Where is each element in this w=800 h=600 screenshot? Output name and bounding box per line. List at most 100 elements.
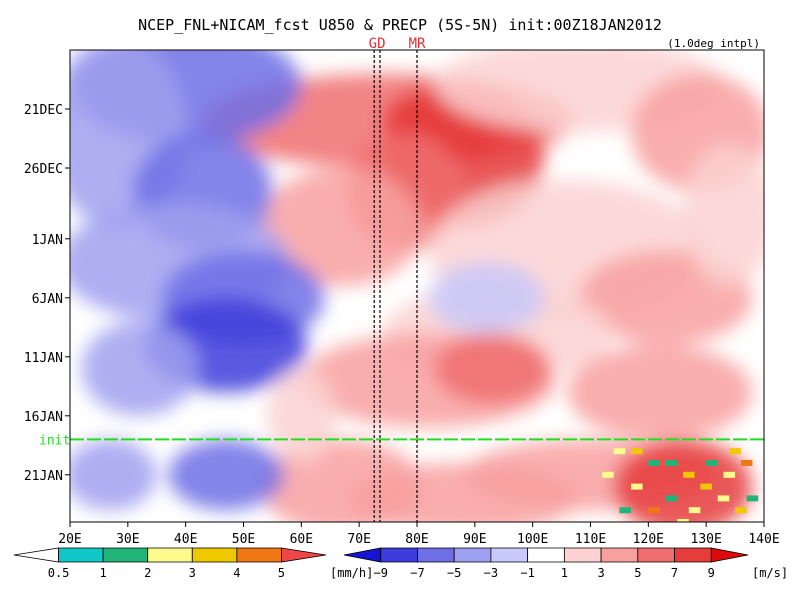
y-tick-label: 26DEC <box>24 162 63 177</box>
y-axis: 21DEC 26DEC 1JAN 6JAN 11JAN 16JAN 21JAN <box>24 103 70 484</box>
y-tick-label: 1JAN <box>32 233 63 248</box>
chart-title: NCEP_FNL+NICAM_fcst U850 & PRECP (5S-5N)… <box>138 16 662 34</box>
colorbar-label: 7 <box>671 566 678 580</box>
precip-cell <box>665 460 678 466</box>
precip-cell <box>688 507 701 514</box>
x-tick-label: 60E <box>290 532 313 547</box>
x-tick-label: 100E <box>517 532 548 547</box>
colorbar-bin <box>674 547 712 563</box>
y-tick-label: 11JAN <box>24 351 63 366</box>
colorbar-bin <box>13 547 59 563</box>
precip-cell <box>613 448 626 455</box>
colorbar-label: 2 <box>144 566 151 580</box>
colorbar-bin <box>191 547 238 563</box>
precip-field <box>602 448 759 522</box>
colorbar-bin <box>527 547 565 563</box>
precip-cell <box>619 507 631 514</box>
x-tick-label: 30E <box>116 532 139 547</box>
u850-anomaly-blob <box>434 333 551 404</box>
x-tick-label: 130E <box>691 532 722 547</box>
colorbar-label: 5 <box>278 566 285 580</box>
init-label: init <box>39 433 70 448</box>
colorbar-bin <box>637 547 675 563</box>
overlays: init GD MR <box>39 36 764 522</box>
precip-colorbar: 0.5 1 2 3 4 5 [mm/h] <box>13 547 373 580</box>
precip-cell <box>665 495 678 502</box>
precip-cell <box>630 448 643 455</box>
colorbar-bin <box>147 547 193 563</box>
precip-cell <box>740 460 753 466</box>
x-tick-label: 140E <box>748 532 779 547</box>
x-tick-label: 90E <box>463 532 486 547</box>
precip-cell <box>723 471 736 478</box>
precip-cell <box>735 507 747 514</box>
colorbar-bin <box>453 547 492 563</box>
y-tick-label: 21JAN <box>24 469 63 484</box>
colorbar-label: 1 <box>561 566 568 580</box>
colorbar-label: −5 <box>447 566 461 580</box>
colorbar-label: 1 <box>100 566 107 580</box>
colorbar-bin <box>102 547 149 563</box>
colorbar-bin <box>281 547 327 563</box>
colorbar-label: 3 <box>189 566 196 580</box>
x-tick-label: 20E <box>58 532 81 547</box>
x-tick-label: 80E <box>405 532 428 547</box>
colorbar-bin <box>58 547 104 563</box>
u850-anomaly-blob <box>683 144 764 286</box>
colorbar-label: −9 <box>374 566 388 580</box>
precip-cell <box>729 448 741 455</box>
x-tick-label: 40E <box>174 532 197 547</box>
colorbar-bin <box>417 547 455 563</box>
colorbar-label: −7 <box>410 566 424 580</box>
u850-anomaly-blob <box>266 368 337 463</box>
u850-anomaly-blob <box>567 345 753 440</box>
colorbar-bin <box>343 547 382 563</box>
colorbar-label: 3 <box>597 566 604 580</box>
colorbar-label: 9 <box>708 566 715 580</box>
precip-cell <box>648 507 660 514</box>
u850-field <box>70 50 764 522</box>
colorbar-unit: [m/s] <box>752 566 788 580</box>
colorbar-bin <box>380 547 418 563</box>
x-tick-label: 120E <box>633 532 664 547</box>
precip-cell <box>630 483 643 490</box>
precip-cell <box>700 483 712 490</box>
u850-anomaly-blob <box>260 168 423 286</box>
u850-anomaly-blob <box>428 262 545 334</box>
colorbar-bin <box>236 547 282 563</box>
x-tick-label: 110E <box>575 532 606 547</box>
y-tick-label: 16JAN <box>24 410 63 425</box>
interpolation-note: (1.0deg intpl) <box>667 37 760 50</box>
x-tick-label: 50E <box>232 532 255 547</box>
x-axis: 20E 30E 40E 50E 60E 70E 80E 90E 100E 110E 120E 130E… <box>58 522 780 547</box>
colorbar-bin <box>563 547 602 563</box>
colorbar-label: 4 <box>233 566 240 580</box>
plot-area <box>70 50 764 522</box>
precip-cell <box>677 519 689 522</box>
precip-cell <box>648 460 660 466</box>
u850-colorbar: −9 −7 −5 −3 −1 1 3 5 7 9 [m/s] <box>343 547 788 580</box>
colorbar-bin <box>490 547 529 563</box>
precip-cell <box>706 460 718 466</box>
colorbar-unit: [mm/h] <box>330 566 373 580</box>
colorbar-label: 5 <box>634 566 641 580</box>
x-tick-label: 70E <box>347 532 370 547</box>
precip-cell <box>683 471 695 478</box>
u850-anomaly-blob <box>81 321 198 416</box>
reference-label-mr: MR <box>409 36 426 52</box>
colorbar-bin <box>710 547 749 563</box>
colorbar-label: −3 <box>484 566 498 580</box>
precip-cell <box>717 495 730 502</box>
colorbar-label: −1 <box>520 566 534 580</box>
precip-cell <box>602 471 614 478</box>
reference-label-gd: GD <box>369 36 386 52</box>
u850-anomaly-blob <box>168 439 284 511</box>
colorbar-label: 0.5 <box>48 566 70 580</box>
colorbar-bin <box>600 547 639 563</box>
u850-anomaly-blob <box>70 439 157 511</box>
y-tick-label: 6JAN <box>32 292 63 307</box>
precip-cell <box>746 495 759 502</box>
y-tick-label: 21DEC <box>24 103 63 118</box>
